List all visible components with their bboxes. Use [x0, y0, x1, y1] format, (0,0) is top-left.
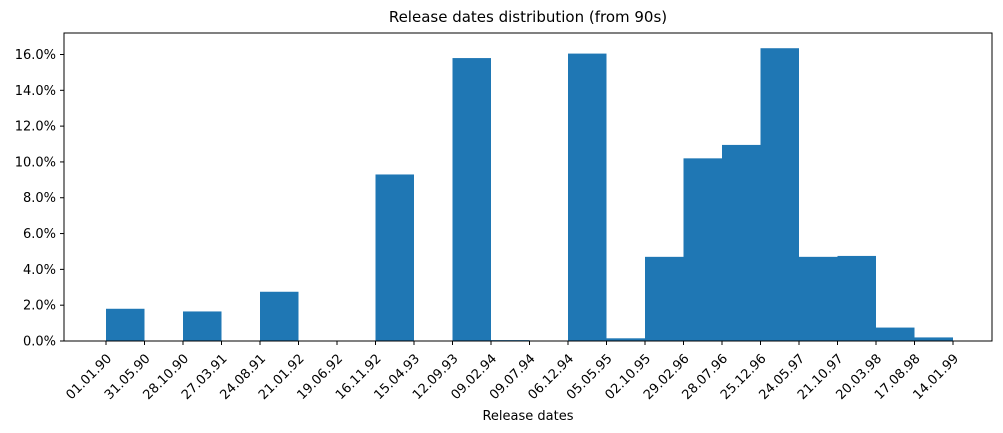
y-tick-label: 16.0%: [15, 48, 56, 63]
x-axis-label: Release dates: [482, 409, 573, 424]
bars-layer: [106, 48, 953, 342]
bar-28.10.90: [183, 311, 222, 341]
bar-21.10.97: [837, 255, 876, 341]
bar-24.08.91: [260, 291, 299, 341]
bar-28.07.96: [722, 144, 761, 341]
x-axis: 01.01.9031.05.9028.10.9027.03.9124.08.91…: [64, 341, 962, 403]
y-tick-label: 10.0%: [15, 155, 56, 170]
y-tick-label: 2.0%: [23, 299, 56, 314]
y-tick-label: 6.0%: [23, 227, 56, 242]
bar-02.10.95: [645, 256, 684, 341]
y-tick-label: 14.0%: [15, 84, 56, 99]
bar-17.08.98: [914, 337, 953, 341]
bar-06.12.94: [568, 53, 607, 342]
bar-24.05.97: [799, 256, 838, 341]
bar-12.09.93: [452, 58, 491, 341]
plot-frame: [63, 32, 993, 342]
y-axis: 0.0% 2.0% 4.0% 6.0% 8.0% 10.0% 12.0% 14.0% 16.0%: [15, 48, 64, 350]
y-tick-label: 4.0%: [23, 263, 56, 278]
bar-16.11.92: [375, 174, 414, 341]
bar-29.02.96: [683, 158, 722, 341]
bar-25.12.96: [760, 48, 799, 341]
y-tick-label: 0.0%: [23, 335, 56, 350]
bar-20.03.98: [876, 327, 915, 341]
y-tick-label: 12.0%: [15, 120, 56, 135]
bar-05.05.95: [606, 338, 645, 341]
bar-01.01.90: [106, 308, 145, 341]
y-tick-label: 8.0%: [23, 191, 56, 206]
chart-title: Release dates distribution (from 90s): [389, 8, 667, 26]
